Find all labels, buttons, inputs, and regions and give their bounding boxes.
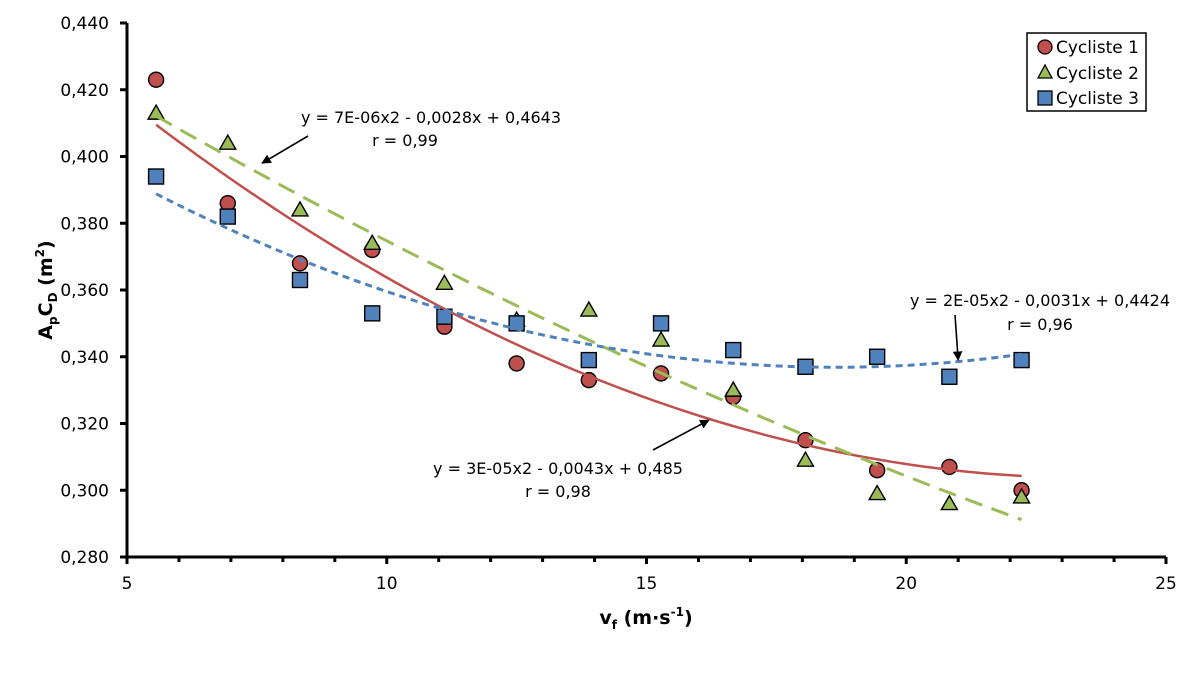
data-point-circle — [868, 462, 886, 479]
data-point-circle — [941, 458, 958, 476]
y-axis-title: ApCD (m2) — [33, 240, 60, 339]
data-point-triangle — [146, 103, 166, 120]
data-point-triangle — [362, 233, 382, 250]
series-layer — [146, 71, 1031, 522]
trendline-cycliste-3 — [155, 192, 1022, 369]
y-tick-label: 0,380 — [60, 214, 109, 234]
y-tick-label: 0,300 — [60, 481, 109, 501]
data-point-triangle — [724, 380, 743, 397]
legend-item-cycliste-3: Cycliste 3 — [1037, 89, 1139, 109]
annotation-arrow — [261, 135, 309, 164]
data-point-triangle — [1012, 487, 1031, 504]
legend-label: Cycliste 1 — [1056, 38, 1139, 58]
x-tick-label: 5 — [122, 574, 133, 594]
series-cycliste-2 — [146, 103, 1031, 511]
y-tick-label: 0,420 — [60, 81, 109, 101]
y-tick-label: 0,360 — [60, 281, 109, 301]
equation-cycliste-1: y = 3E-05x2 - 0,0043x + 0,485 — [433, 459, 683, 478]
x-tick-label: 20 — [895, 574, 917, 594]
series-cycliste-3 — [147, 168, 1030, 385]
data-point-triangle — [940, 494, 959, 511]
y-tick-label: 0,320 — [60, 415, 109, 435]
y-tick-label: 0,280 — [60, 548, 109, 568]
series-cycliste-1 — [147, 71, 1030, 499]
trend-annotation-cycliste-2: y = 7E-06x2 - 0,0028x + 0,4643 r = 0,99 — [301, 108, 561, 150]
legend-square-marker — [1037, 90, 1053, 106]
legend-item-cycliste-1: Cycliste 1 — [1037, 38, 1139, 58]
markers — [146, 71, 1031, 511]
data-point-triangle — [218, 133, 237, 150]
data-point-square — [652, 315, 670, 332]
y-tick-label: 0,440 — [60, 14, 109, 34]
annotation-arrows — [261, 135, 963, 451]
y-tick-label: 0,340 — [60, 348, 109, 368]
equation-cycliste-2: y = 7E-06x2 - 0,0028x + 0,4643 — [301, 108, 561, 127]
r-value-cycliste-1: r = 0,98 — [525, 482, 591, 501]
equation-cycliste-3: y = 2E-05x2 - 0,0031x + 0,4424 — [910, 291, 1170, 310]
x-tick-label: 25 — [1155, 574, 1177, 594]
data-point-triangle — [435, 273, 454, 291]
data-point-triangle — [579, 300, 599, 317]
legend-label: Cycliste 2 — [1056, 64, 1139, 84]
x-tick-label: 15 — [636, 574, 658, 594]
data-point-triangle — [867, 484, 887, 501]
annotation-arrow — [952, 314, 963, 362]
trendline-cycliste-2 — [155, 114, 1023, 522]
data-point-square — [868, 348, 886, 365]
annotation-arrow — [652, 419, 710, 451]
trendline-cycliste-1 — [155, 123, 1022, 478]
data-point-square — [219, 208, 236, 225]
data-point-square — [508, 315, 525, 332]
legend-label: Cycliste 3 — [1056, 89, 1139, 109]
data-point-square — [941, 368, 958, 385]
data-point-circle — [508, 355, 525, 372]
trendlines — [155, 114, 1023, 522]
trend-annotation-cycliste-1: y = 3E-05x2 - 0,0043x + 0,485 r = 0,98 — [433, 459, 683, 501]
r-value-cycliste-3: r = 0,96 — [1007, 315, 1073, 334]
data-point-triangle — [290, 200, 310, 217]
legend-circle-marker — [1037, 39, 1053, 55]
legend: Cycliste 1 Cycliste 2 Cycliste 3 — [1026, 32, 1147, 112]
data-point-square — [147, 168, 165, 185]
data-point-circle — [147, 71, 165, 88]
x-axis-title: vf (m·s-1) — [599, 605, 692, 632]
data-point-square — [580, 351, 598, 369]
data-point-square — [1013, 351, 1030, 369]
data-point-triangle — [651, 330, 671, 347]
data-point-square — [725, 341, 742, 359]
trend-annotation-cycliste-3: y = 2E-05x2 - 0,0031x + 0,4424 r = 0,96 — [910, 291, 1170, 334]
data-point-triangle — [796, 450, 815, 467]
data-point-square — [291, 271, 309, 289]
legend-item-cycliste-2: Cycliste 2 — [1036, 63, 1139, 84]
legend-triangle-marker — [1036, 63, 1054, 79]
data-point-square — [364, 305, 381, 322]
x-tick-label: 10 — [376, 574, 398, 594]
r-value-cycliste-2: r = 0,99 — [372, 131, 438, 150]
ticks: 0,280 0,300 0,320 0,340 0,360 0,380 0,400 0,420… — [60, 14, 1176, 594]
y-tick-label: 0,400 — [60, 148, 109, 168]
